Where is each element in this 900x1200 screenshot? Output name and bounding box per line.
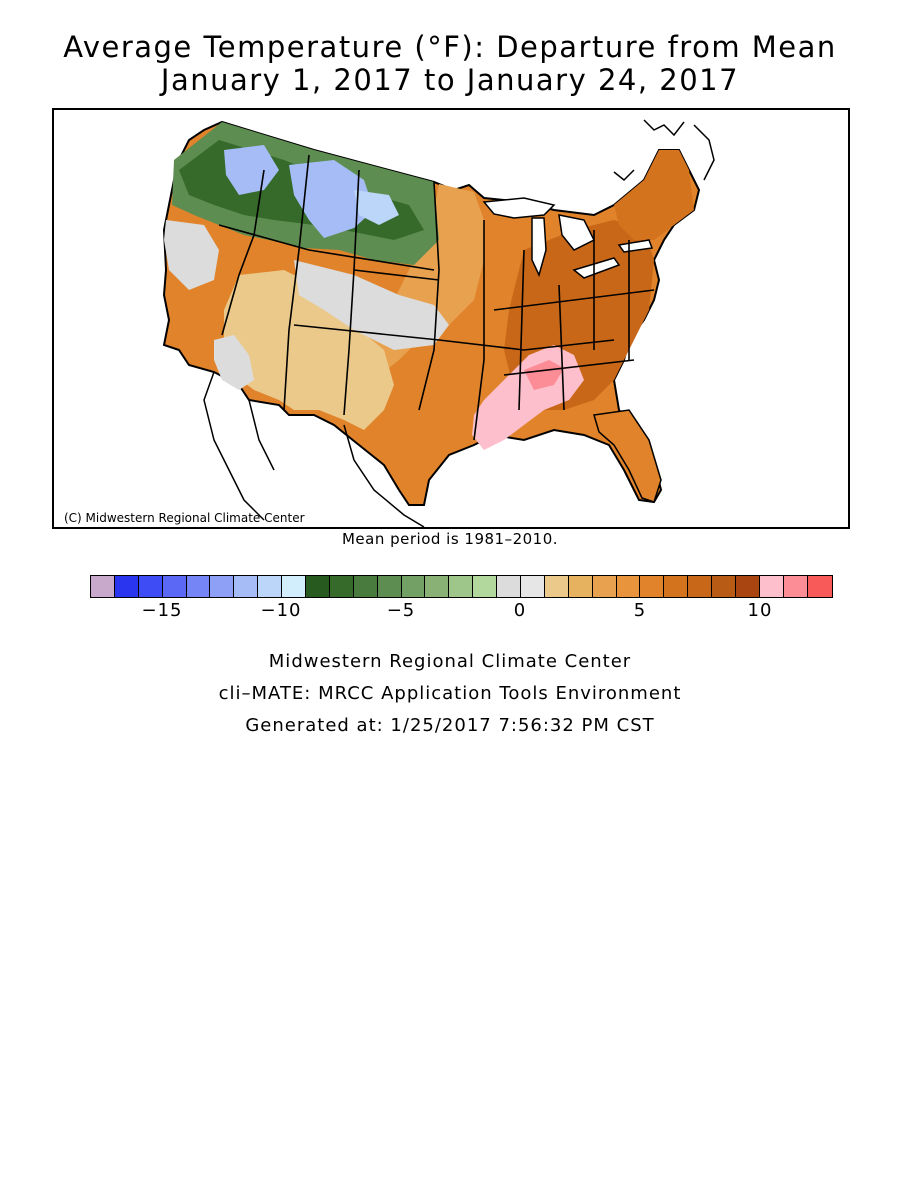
legend-swatch [353, 576, 378, 597]
state-borders [218, 154, 655, 441]
legend-tick-minus10: −10 [260, 600, 302, 621]
legend-tick-5: 5 [633, 600, 647, 621]
legend-swatch [544, 576, 569, 597]
mexico-outline [203, 371, 425, 527]
legend-swatch [91, 576, 115, 597]
legend-swatch [401, 576, 426, 597]
legend-swatch [186, 576, 211, 597]
lake-erie [572, 257, 621, 279]
legend-swatch [234, 576, 259, 597]
florida-outline [593, 409, 662, 503]
legend-swatch [664, 576, 689, 597]
region-southwest-tan [224, 270, 394, 430]
region-northeast-dark-orange [614, 150, 694, 240]
footer-org: Midwestern Regional Climate Center [268, 651, 632, 672]
lake-ontario [617, 239, 654, 253]
legend-swatch [329, 576, 354, 597]
lake-huron [558, 214, 596, 251]
legend-swatch [497, 576, 522, 597]
color-legend: −15 −10 −5 0 5 10 [90, 575, 833, 628]
legend-swatch [282, 576, 307, 597]
legend-swatch [759, 576, 784, 597]
map-title: Average Temperature (°F): Departure from… [63, 30, 837, 64]
region-near-normal-gray [294, 260, 449, 350]
region-blue-cold-3 [354, 190, 399, 225]
legend-swatch [807, 576, 832, 597]
region-blue-cold-1 [224, 145, 279, 195]
footer-app: cli–MATE: MRCC Application Tools Environ… [218, 683, 682, 704]
temperature-departure-map: (C) Midwestern Regional Climate Center [52, 108, 850, 529]
legend-swatch [114, 576, 139, 597]
legend-swatch [712, 576, 737, 597]
footer-generated: Generated at: 1/25/2017 7:56:32 PM CST [245, 715, 655, 736]
legend-swatch [425, 576, 450, 597]
legend-swatch [377, 576, 402, 597]
region-nevada-gray [214, 335, 254, 390]
map-subtitle-dates: January 1, 2017 to January 24, 2017 [160, 63, 740, 97]
legend-tick-10: 10 [747, 600, 773, 621]
lake-superior [482, 197, 556, 219]
legend-swatch [473, 576, 498, 597]
us-map-svg: (C) Midwestern Regional Climate Center [64, 119, 715, 527]
legend-tick-minus15: −15 [141, 600, 183, 621]
legend-swatch [640, 576, 665, 597]
legend-color-bar [90, 575, 833, 598]
legend-ticks: −15 −10 −5 0 5 10 [90, 598, 810, 628]
legend-swatch [449, 576, 474, 597]
legend-swatch [688, 576, 713, 597]
canada-coast [613, 119, 715, 182]
legend-tick-0: 0 [513, 600, 527, 621]
region-southeast-red-warm [524, 360, 564, 390]
legend-swatch [258, 576, 283, 597]
legend-swatch [736, 576, 760, 597]
legend-swatch [138, 576, 163, 597]
legend-swatch [568, 576, 593, 597]
legend-swatch [162, 576, 187, 597]
legend-swatch [210, 576, 235, 597]
mean-period-note: Mean period is 1981–2010. [341, 530, 559, 548]
legend-swatch [521, 576, 545, 597]
legend-swatch [616, 576, 641, 597]
copyright-label: (C) Midwestern Regional Climate Center [64, 511, 305, 525]
region-blue-cold-2 [289, 160, 374, 238]
lake-michigan [531, 217, 547, 278]
legend-tick-minus5: −5 [386, 600, 416, 621]
region-oregon-gray [164, 220, 219, 290]
legend-swatch [306, 576, 330, 597]
legend-swatch [783, 576, 808, 597]
legend-swatch [592, 576, 617, 597]
